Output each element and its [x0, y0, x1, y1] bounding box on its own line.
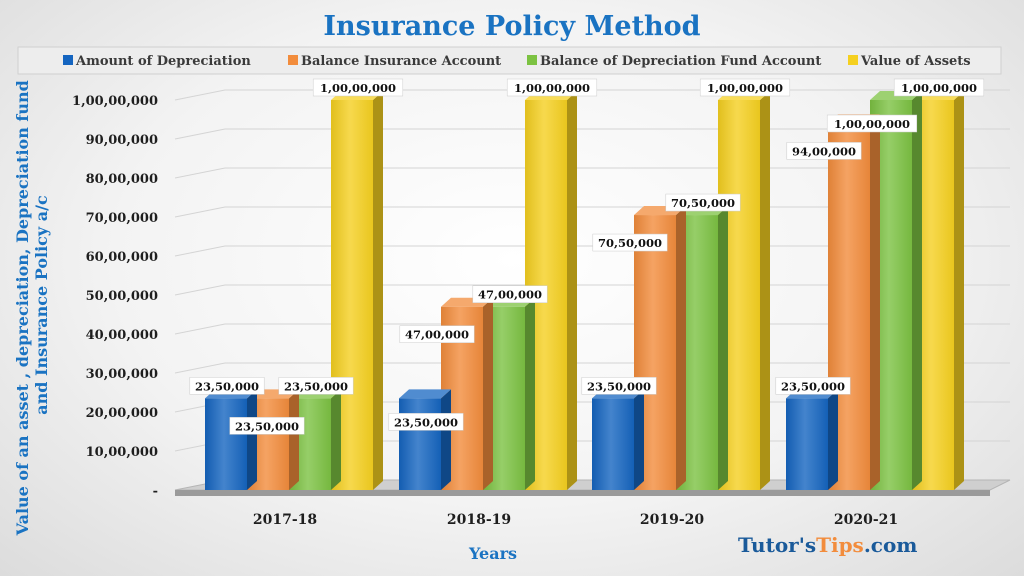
- bar-side: [912, 91, 922, 490]
- watermark-part-1: Tutor's: [738, 533, 816, 557]
- bar-side: [760, 91, 770, 490]
- y-axis-title-line-2: and Insurance Policy a/c: [32, 195, 51, 415]
- legend-swatch: [288, 55, 298, 65]
- data-label: 23,50,000: [229, 417, 305, 435]
- y-tick-label: -: [153, 484, 158, 499]
- bar: [399, 398, 441, 490]
- y-tick-label: 30,00,000: [86, 367, 158, 382]
- watermark-logo: Tutor'sTips.com: [738, 533, 917, 557]
- data-label-text: 70,50,000: [671, 196, 735, 210]
- y-tick-labels: - 10,00,000 20,00,000 30,00,000 40,00,000 50,…: [72, 94, 158, 499]
- data-label: 23,50,000: [278, 377, 354, 395]
- legend-swatch: [63, 55, 73, 65]
- data-label: 70,50,000: [592, 233, 668, 252]
- bar-side: [870, 114, 880, 491]
- legend: Amount of Depreciation Balance Insurance …: [63, 54, 971, 69]
- bar-side: [247, 389, 257, 490]
- y-tick-label: 10,00,000: [86, 445, 158, 460]
- data-label: 1,00,00,000: [893, 78, 985, 97]
- y-axis-title: Value of an asset , depreciation, Deprec…: [13, 75, 51, 537]
- data-label-text: 23,50,000: [781, 379, 845, 393]
- data-label: 70,50,000: [665, 193, 741, 212]
- bar-side: [331, 389, 341, 490]
- data-label-text: 1,00,00,000: [834, 117, 910, 131]
- data-label: 94,00,000: [786, 142, 862, 160]
- data-label-text: 1,00,00,000: [901, 81, 977, 95]
- bar-side: [483, 297, 493, 490]
- bar: [786, 398, 828, 490]
- data-label-text: 47,00,000: [478, 288, 542, 302]
- data-label-text: 23,50,000: [235, 419, 299, 433]
- bar-side: [676, 206, 686, 491]
- y-tick-label: 60,00,000: [86, 250, 158, 265]
- y-tick-label: 1,00,00,000: [72, 94, 158, 109]
- y-tick-label: 40,00,000: [86, 328, 158, 343]
- y-tick-label: 80,00,000: [86, 172, 158, 187]
- legend-swatch: [527, 55, 537, 65]
- legend-item-label: Balance of Depreciation Fund Account: [540, 54, 821, 69]
- y-tick-label: 70,00,000: [86, 211, 158, 226]
- legend-item-label: Value of Assets: [860, 54, 971, 69]
- data-label: 23,50,000: [775, 377, 851, 395]
- data-label-text: 94,00,000: [792, 144, 856, 158]
- x-axis-title: Years: [468, 544, 517, 563]
- bar-top: [399, 389, 451, 399]
- bar-side: [289, 389, 299, 490]
- data-label-text: 70,50,000: [598, 236, 662, 250]
- x-tick-label: 2018-19: [447, 512, 511, 528]
- legend-box: [17, 46, 1002, 75]
- watermark-part-3: .com: [864, 533, 918, 557]
- x-tick-label: 2017-18: [253, 512, 317, 528]
- bar-side: [567, 91, 577, 490]
- chart-title: Insurance Policy Method: [323, 11, 700, 42]
- bar-side: [954, 91, 964, 490]
- data-label-text: 1,00,00,000: [514, 81, 590, 95]
- y-tick-label: 50,00,000: [86, 289, 158, 304]
- data-label: 47,00,000: [472, 285, 548, 303]
- bar-side: [441, 389, 451, 490]
- data-label-text: 23,50,000: [587, 379, 651, 393]
- bar-side: [634, 389, 644, 490]
- data-label-text: 47,00,000: [405, 328, 469, 342]
- x-tick-label: 2019-20: [640, 512, 705, 528]
- data-label-text: 23,50,000: [394, 415, 458, 429]
- y-tick-label: 90,00,000: [86, 133, 158, 148]
- data-label: 23,50,000: [388, 413, 464, 431]
- data-label-text: 1,00,00,000: [320, 81, 396, 95]
- data-label-text: 23,50,000: [284, 379, 348, 393]
- data-label-text: 23,50,000: [195, 379, 259, 393]
- watermark-part-2: Tips: [816, 533, 864, 557]
- bar-side: [828, 389, 838, 490]
- y-axis-title-line-1: Value of an asset , depreciation, Deprec…: [13, 80, 32, 536]
- data-label: 23,50,000: [189, 377, 265, 395]
- x-tick-labels: 2017-18 2018-19 2019-20 2020-21: [253, 512, 898, 528]
- data-label: 23,50,000: [581, 377, 657, 395]
- bar-side: [718, 206, 728, 491]
- bar-side: [525, 297, 535, 490]
- data-label: 1,00,00,000: [826, 114, 918, 133]
- data-label-text: 1,00,00,000: [707, 81, 783, 95]
- bar: [592, 398, 634, 490]
- bar-side: [373, 91, 383, 490]
- legend-item-label: Amount of Depreciation: [75, 54, 251, 69]
- data-label: 47,00,000: [399, 325, 475, 343]
- data-label: 1,00,00,000: [506, 78, 598, 97]
- legend-item-label: Balance Insurance Account: [301, 54, 501, 69]
- data-label: 1,00,00,000: [312, 78, 404, 97]
- data-label: 1,00,00,000: [699, 78, 791, 97]
- data-labels: 23,50,000 23,50,000 23,50,000 1,00,00,000 23…: [189, 78, 985, 435]
- bar: [205, 398, 247, 490]
- legend-swatch: [848, 55, 858, 65]
- x-tick-label: 2020-21: [834, 512, 898, 528]
- floor-edge: [175, 490, 990, 496]
- y-tick-label: 20,00,000: [86, 406, 158, 421]
